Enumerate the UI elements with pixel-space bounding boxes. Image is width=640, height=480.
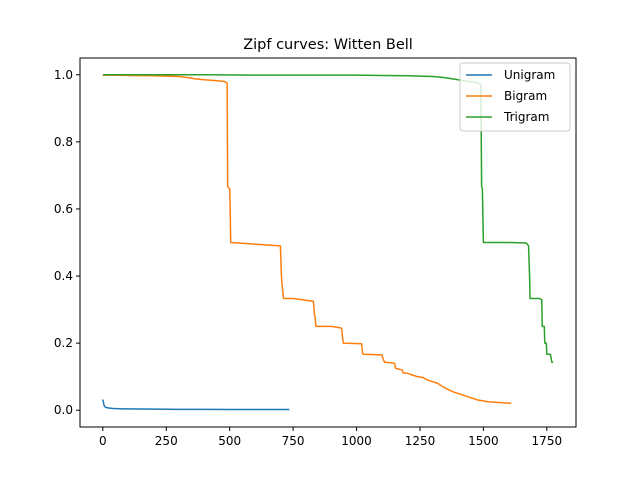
chart-title: Zipf curves: Witten Bell (243, 37, 413, 53)
x-tick-label: 1750 (532, 434, 563, 448)
x-tick-label: 1250 (405, 434, 436, 448)
x-tick-label: 750 (282, 434, 305, 448)
x-tick-label: 0 (99, 434, 107, 448)
plot-area (102, 74, 554, 411)
y-tick-label: 0.4 (54, 269, 73, 283)
y-tick-label: 0.2 (54, 336, 73, 350)
legend-label: Bigram (504, 89, 547, 103)
series-line-unigram (102, 399, 290, 411)
x-tick-label: 500 (218, 434, 241, 448)
legend: Unigram Bigram Trigram (459, 62, 571, 132)
y-tick-label: 0.0 (54, 403, 73, 417)
y-tick-label: 0.6 (54, 202, 73, 216)
series-line-bigram (102, 74, 512, 405)
axes-frame (79, 57, 577, 428)
legend-box (459, 62, 571, 132)
series-line-trigram (102, 74, 554, 364)
legend-label: Trigram (503, 110, 549, 124)
x-tick-label: 1500 (468, 434, 499, 448)
x-tick-label: 1000 (341, 434, 372, 448)
y-tick-label: 0.8 (54, 135, 73, 149)
legend-label: Unigram (504, 68, 555, 82)
x-tick-label: 250 (155, 434, 178, 448)
y-tick-label: 1.0 (54, 68, 73, 82)
